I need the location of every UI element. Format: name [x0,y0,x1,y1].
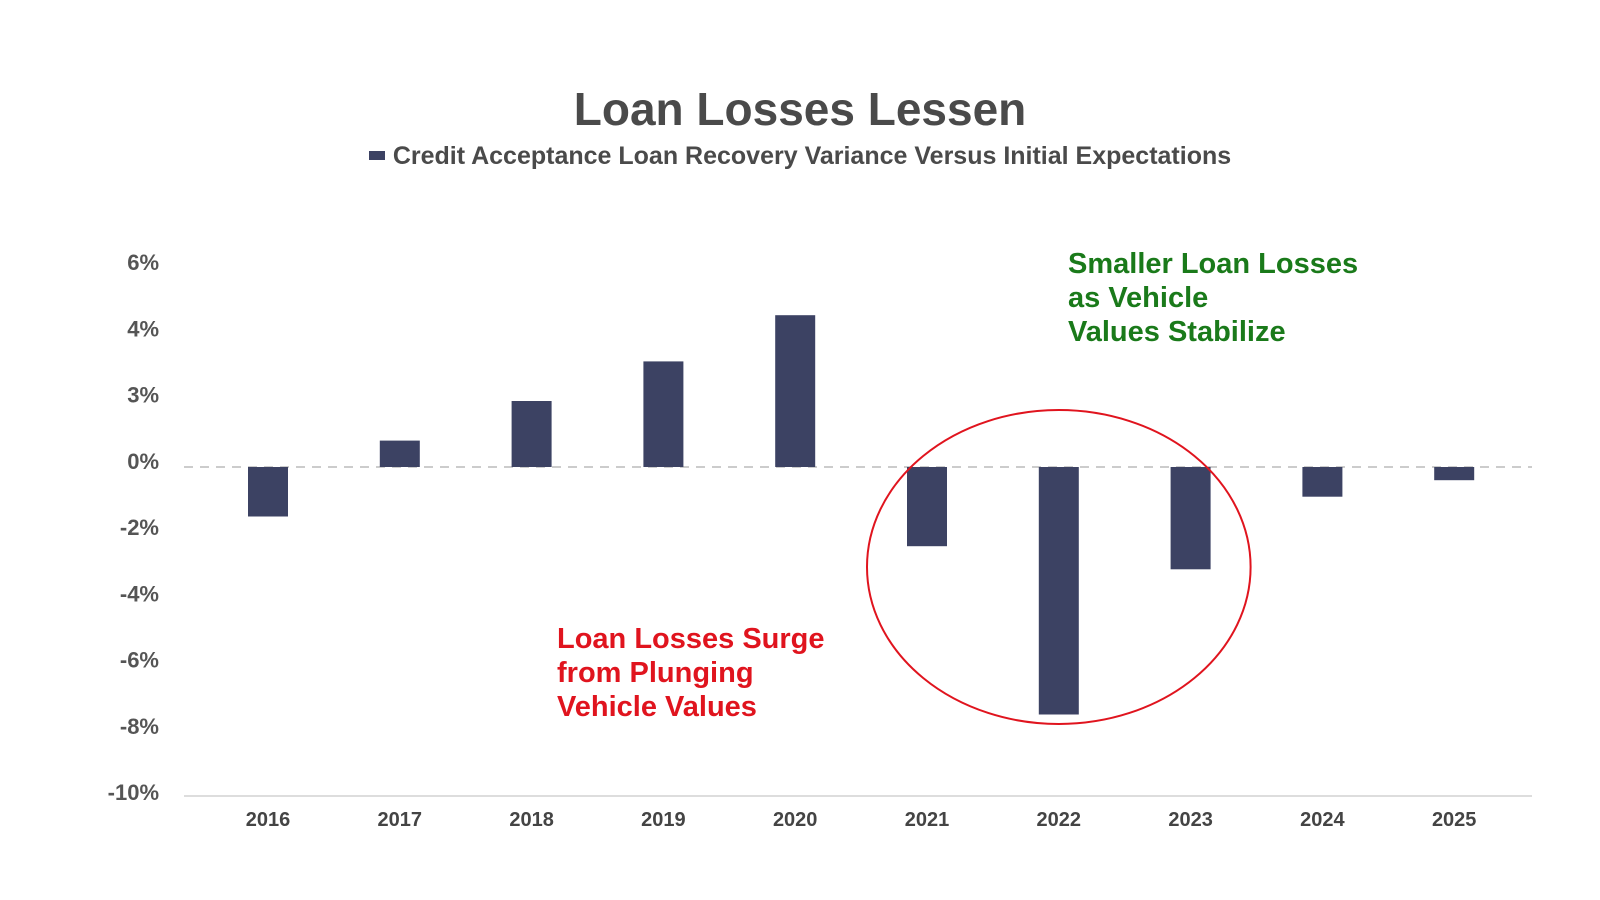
x-tick-label: 2025 [1432,809,1477,831]
y-tick-label: 0% [127,449,159,474]
legend: Credit Acceptance Loan Recovery Variance… [0,142,1600,171]
annotation-line: Loan Losses Surge [557,623,825,655]
highlight-ellipse [866,409,1252,725]
annotation-losses-surge: Loan Losses Surge from Plunging Vehicle … [557,622,825,724]
y-tick-label: -8% [120,714,159,739]
y-tick-label: 4% [127,316,159,341]
annotation-line: as Vehicle [1068,282,1209,314]
highlight-layer [866,409,1252,725]
annotation-line: Vehicle Values [557,691,757,723]
annotation-line: from Plunging [557,657,754,689]
bar-2022 [1038,467,1079,715]
bars-layer [248,315,1475,715]
y-tick-label: 3% [127,383,159,408]
axis-layer [184,466,1532,797]
bar-2018 [511,401,552,467]
annotation-line: Values Stabilize [1068,316,1286,348]
x-tick-label: 2019 [641,809,686,831]
chart-title: Loan Losses Lessen [573,83,1027,135]
bar-2019 [643,361,684,467]
bar-2024 [1302,467,1343,497]
bar-2023 [1170,467,1211,570]
annotation-line: Smaller Loan Losses [1068,248,1359,280]
bar-2016 [248,467,288,517]
y-tick-label: -10% [108,780,159,805]
x-tick-label: 2017 [378,809,423,831]
x-tick-label: 2020 [773,809,818,831]
legend-label: Credit Acceptance Loan Recovery Variance… [392,142,1232,170]
bar-2025 [1434,467,1475,481]
x-tick-label: 2023 [1168,809,1213,831]
bar-2017 [379,440,420,467]
y-tick-label: -2% [120,515,159,540]
bar-2021 [907,467,947,547]
x-tick-label: 2018 [509,809,554,831]
y-tick-label: -4% [120,581,159,606]
x-tick-label: 2021 [905,809,950,831]
x-tick-label: 2022 [1037,809,1082,831]
x-tick-labels: 2016 2017 2018 2019 2020 2021 2022 2023 2024 2025 [246,809,1477,831]
y-tick-labels: 6% 4% 3% 0% -2% -4% -6% -8% -10% [108,250,159,805]
legend-swatch [368,150,385,160]
x-tick-label: 2024 [1300,809,1345,831]
y-tick-label: -6% [120,648,159,673]
y-tick-label: 6% [127,250,159,275]
annotation-smaller-losses: Smaller Loan Losses as Vehicle Values St… [1068,247,1358,349]
bar-2020 [775,315,816,467]
x-tick-label: 2016 [246,809,291,831]
